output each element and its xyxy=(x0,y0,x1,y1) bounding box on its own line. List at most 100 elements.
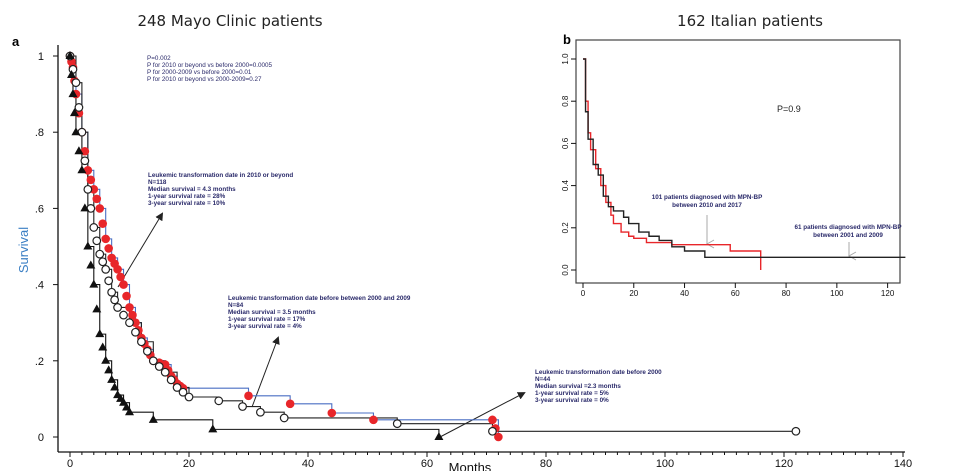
annotation-2010-or-beyond: Leukemic transformation date in 2010 or … xyxy=(148,172,293,207)
y-tick-label: .4 xyxy=(35,280,44,292)
data-point xyxy=(256,407,265,417)
x-tick-label: 80 xyxy=(782,289,791,298)
data-point xyxy=(69,108,79,117)
y-tick-label: 0.8 xyxy=(561,95,570,107)
annotation-line: Median survival = 3.5 months xyxy=(228,309,316,316)
annotation-line: Leukemic transformation date in 2010 or … xyxy=(148,172,293,179)
data-point xyxy=(113,303,122,312)
annotation-2001-2009: 61 patients diagnosed with MPN-BP betwee… xyxy=(794,224,901,239)
y-tick-label: 0.6 xyxy=(561,137,570,149)
annotation-before-2000: Leukemic transformation date before 2000… xyxy=(535,369,662,404)
data-point xyxy=(238,402,247,411)
annotation-arrow xyxy=(251,336,280,408)
data-point xyxy=(101,264,111,274)
x-tick-label: 0 xyxy=(67,458,73,470)
data-point xyxy=(148,356,158,366)
series-1-line xyxy=(583,58,906,259)
annotation-line: 3-year survival rate = 4% xyxy=(228,323,302,330)
data-point xyxy=(80,203,90,212)
data-point xyxy=(160,367,170,377)
data-point xyxy=(184,392,194,402)
data-point xyxy=(148,414,158,423)
annotation-line: Median survival = 4.3 months xyxy=(148,186,236,193)
data-point xyxy=(494,432,503,442)
annotation-arrow xyxy=(117,212,164,288)
y-tick-label: 0.2 xyxy=(561,222,570,234)
pvalue-overall: P=0.002 xyxy=(147,55,171,62)
data-point xyxy=(98,219,108,228)
data-point xyxy=(285,399,295,409)
series-1-line xyxy=(70,55,796,432)
panel-b-frame xyxy=(575,39,901,284)
data-point xyxy=(107,287,117,297)
y-tick-label: 1.0 xyxy=(561,53,570,65)
x-tick-label: 20 xyxy=(183,458,195,470)
annotation-line: N=84 xyxy=(228,302,244,309)
data-point xyxy=(119,310,128,320)
pvalue-2000s-vs-before-2000: P for 2000-2009 vs before 2000=0.01 xyxy=(147,69,252,76)
data-point xyxy=(83,166,93,175)
annotation-line: N=44 xyxy=(535,376,551,383)
panel-a-pvalues: P=0.002 P for 2010 or beyond vs before 2… xyxy=(147,55,273,83)
data-point xyxy=(119,280,128,289)
x-tick-label: 0 xyxy=(581,289,586,298)
panel-b: 162 Italian patients b 0.0 0.2 0.4 0.6 0.8 1.… xyxy=(561,12,906,298)
data-point xyxy=(68,89,78,98)
data-point xyxy=(327,408,337,418)
data-point xyxy=(95,249,105,259)
data-point xyxy=(107,374,117,383)
data-point xyxy=(104,365,114,374)
annotation-line: 3-year survival rate = 10% xyxy=(148,200,226,207)
x-tick-label: 120 xyxy=(881,289,895,298)
data-point xyxy=(98,342,108,351)
annotation-line: 1-year survival rate = 5% xyxy=(535,390,609,397)
x-tick-label: 80 xyxy=(540,458,552,470)
data-point xyxy=(95,329,105,338)
data-point xyxy=(83,241,93,250)
panel-b-title: 162 Italian patients xyxy=(677,12,823,30)
data-point xyxy=(80,156,90,166)
y-tick-label: .8 xyxy=(35,127,44,139)
series-0-line xyxy=(70,55,499,437)
data-point xyxy=(392,419,402,429)
panel-b-label: b xyxy=(563,32,571,47)
data-point xyxy=(98,257,108,267)
data-point xyxy=(74,146,84,155)
annotation-line: 101 patients diagnosed with MPN-BP xyxy=(652,194,763,201)
data-point xyxy=(66,70,76,79)
data-point xyxy=(136,337,146,347)
data-point xyxy=(95,204,105,213)
y-tick-label: .6 xyxy=(35,203,44,215)
data-point xyxy=(142,346,152,356)
annotation-line: Leukemic transformation date before betw… xyxy=(228,295,411,302)
annotation-line: between 2010 and 2017 xyxy=(672,202,742,209)
data-point xyxy=(77,165,87,174)
data-point xyxy=(86,175,96,185)
data-point xyxy=(125,407,134,416)
data-point xyxy=(119,397,129,406)
data-point xyxy=(101,234,110,244)
data-point xyxy=(208,424,218,433)
data-point xyxy=(369,415,378,425)
data-point xyxy=(104,276,114,286)
annotation-2010-2017: 101 patients diagnosed with MPN-BP betwe… xyxy=(652,194,763,209)
data-point xyxy=(125,303,134,312)
data-point xyxy=(279,413,289,423)
x-tick-label: 140 xyxy=(894,458,912,470)
data-point xyxy=(488,415,497,425)
data-point xyxy=(116,272,125,282)
data-point xyxy=(131,327,140,337)
data-point xyxy=(89,223,99,232)
data-point xyxy=(122,402,132,411)
panel-a-x-label: Months xyxy=(449,460,492,471)
panel-a-y-label: Survival xyxy=(16,227,31,273)
data-point xyxy=(86,260,96,269)
y-tick-label: 0.4 xyxy=(561,179,570,191)
annotation-line: 61 patients diagnosed with MPN-BP xyxy=(794,224,901,231)
data-point xyxy=(166,375,176,385)
data-point xyxy=(71,127,81,136)
x-tick-label: 100 xyxy=(656,458,674,470)
data-point xyxy=(122,291,131,301)
data-point xyxy=(110,295,120,305)
